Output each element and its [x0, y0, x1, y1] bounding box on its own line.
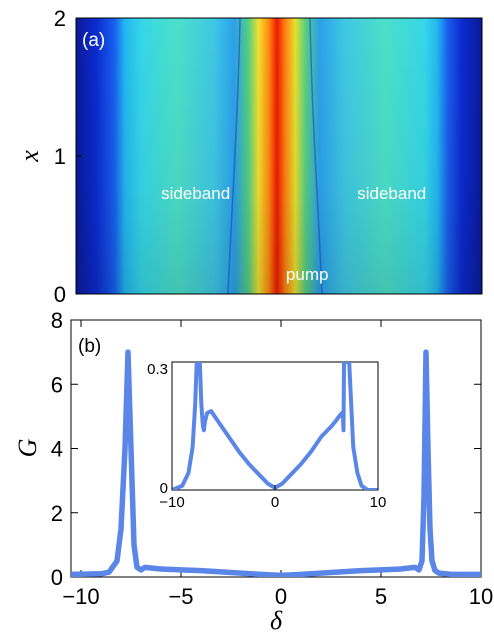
heatmap-ytick-label: 1: [54, 144, 66, 169]
line-ytick-label: 0: [51, 565, 63, 590]
heatmap-annotation-pump-2: pump: [286, 265, 329, 284]
line-xlabel: δ: [270, 606, 283, 633]
heatmap-annotation-sideband-1: sideband: [357, 184, 426, 203]
line-ytick-label: 8: [51, 308, 63, 333]
heatmap-ylabel: x: [15, 150, 44, 163]
line-xtick-label: −10: [62, 584, 99, 609]
gain-curve: [71, 349, 481, 577]
inset-xtick-label: 10: [370, 494, 387, 511]
heatmap-annotation-sideband-0: sideband: [161, 184, 230, 203]
inset-ytick-label: 0: [160, 480, 168, 497]
heatmap-ytick-label: 2: [54, 6, 66, 31]
heatmap-panel: (a) sideband sideband pump 0 1 2 x: [15, 6, 483, 307]
panel-b-label: (b): [78, 336, 101, 357]
line-ytick-label: 4: [51, 437, 63, 462]
heatmap-ytick-label: 0: [54, 282, 66, 307]
line-ytick-label: 6: [51, 372, 63, 397]
line-ytick-label: 2: [51, 501, 63, 526]
pump-cone-left: [227, 17, 241, 295]
inset-xtick-label: −10: [159, 494, 184, 511]
line-xtick-label: −5: [168, 584, 193, 609]
line-xtick-label: 0: [275, 584, 287, 609]
panel-a-label: (a): [82, 30, 105, 51]
inset-gain-curve: [172, 362, 378, 490]
pump-cone-right: [309, 17, 323, 295]
inset-xtick-label: 0: [271, 494, 279, 511]
line-xtick-label: 5: [375, 584, 387, 609]
line-ylabel: G: [13, 438, 42, 457]
heatmap-shading: [76, 18, 482, 294]
line-xtick-label: 10: [469, 584, 493, 609]
inset-ytick-label: 0.3: [147, 361, 168, 378]
